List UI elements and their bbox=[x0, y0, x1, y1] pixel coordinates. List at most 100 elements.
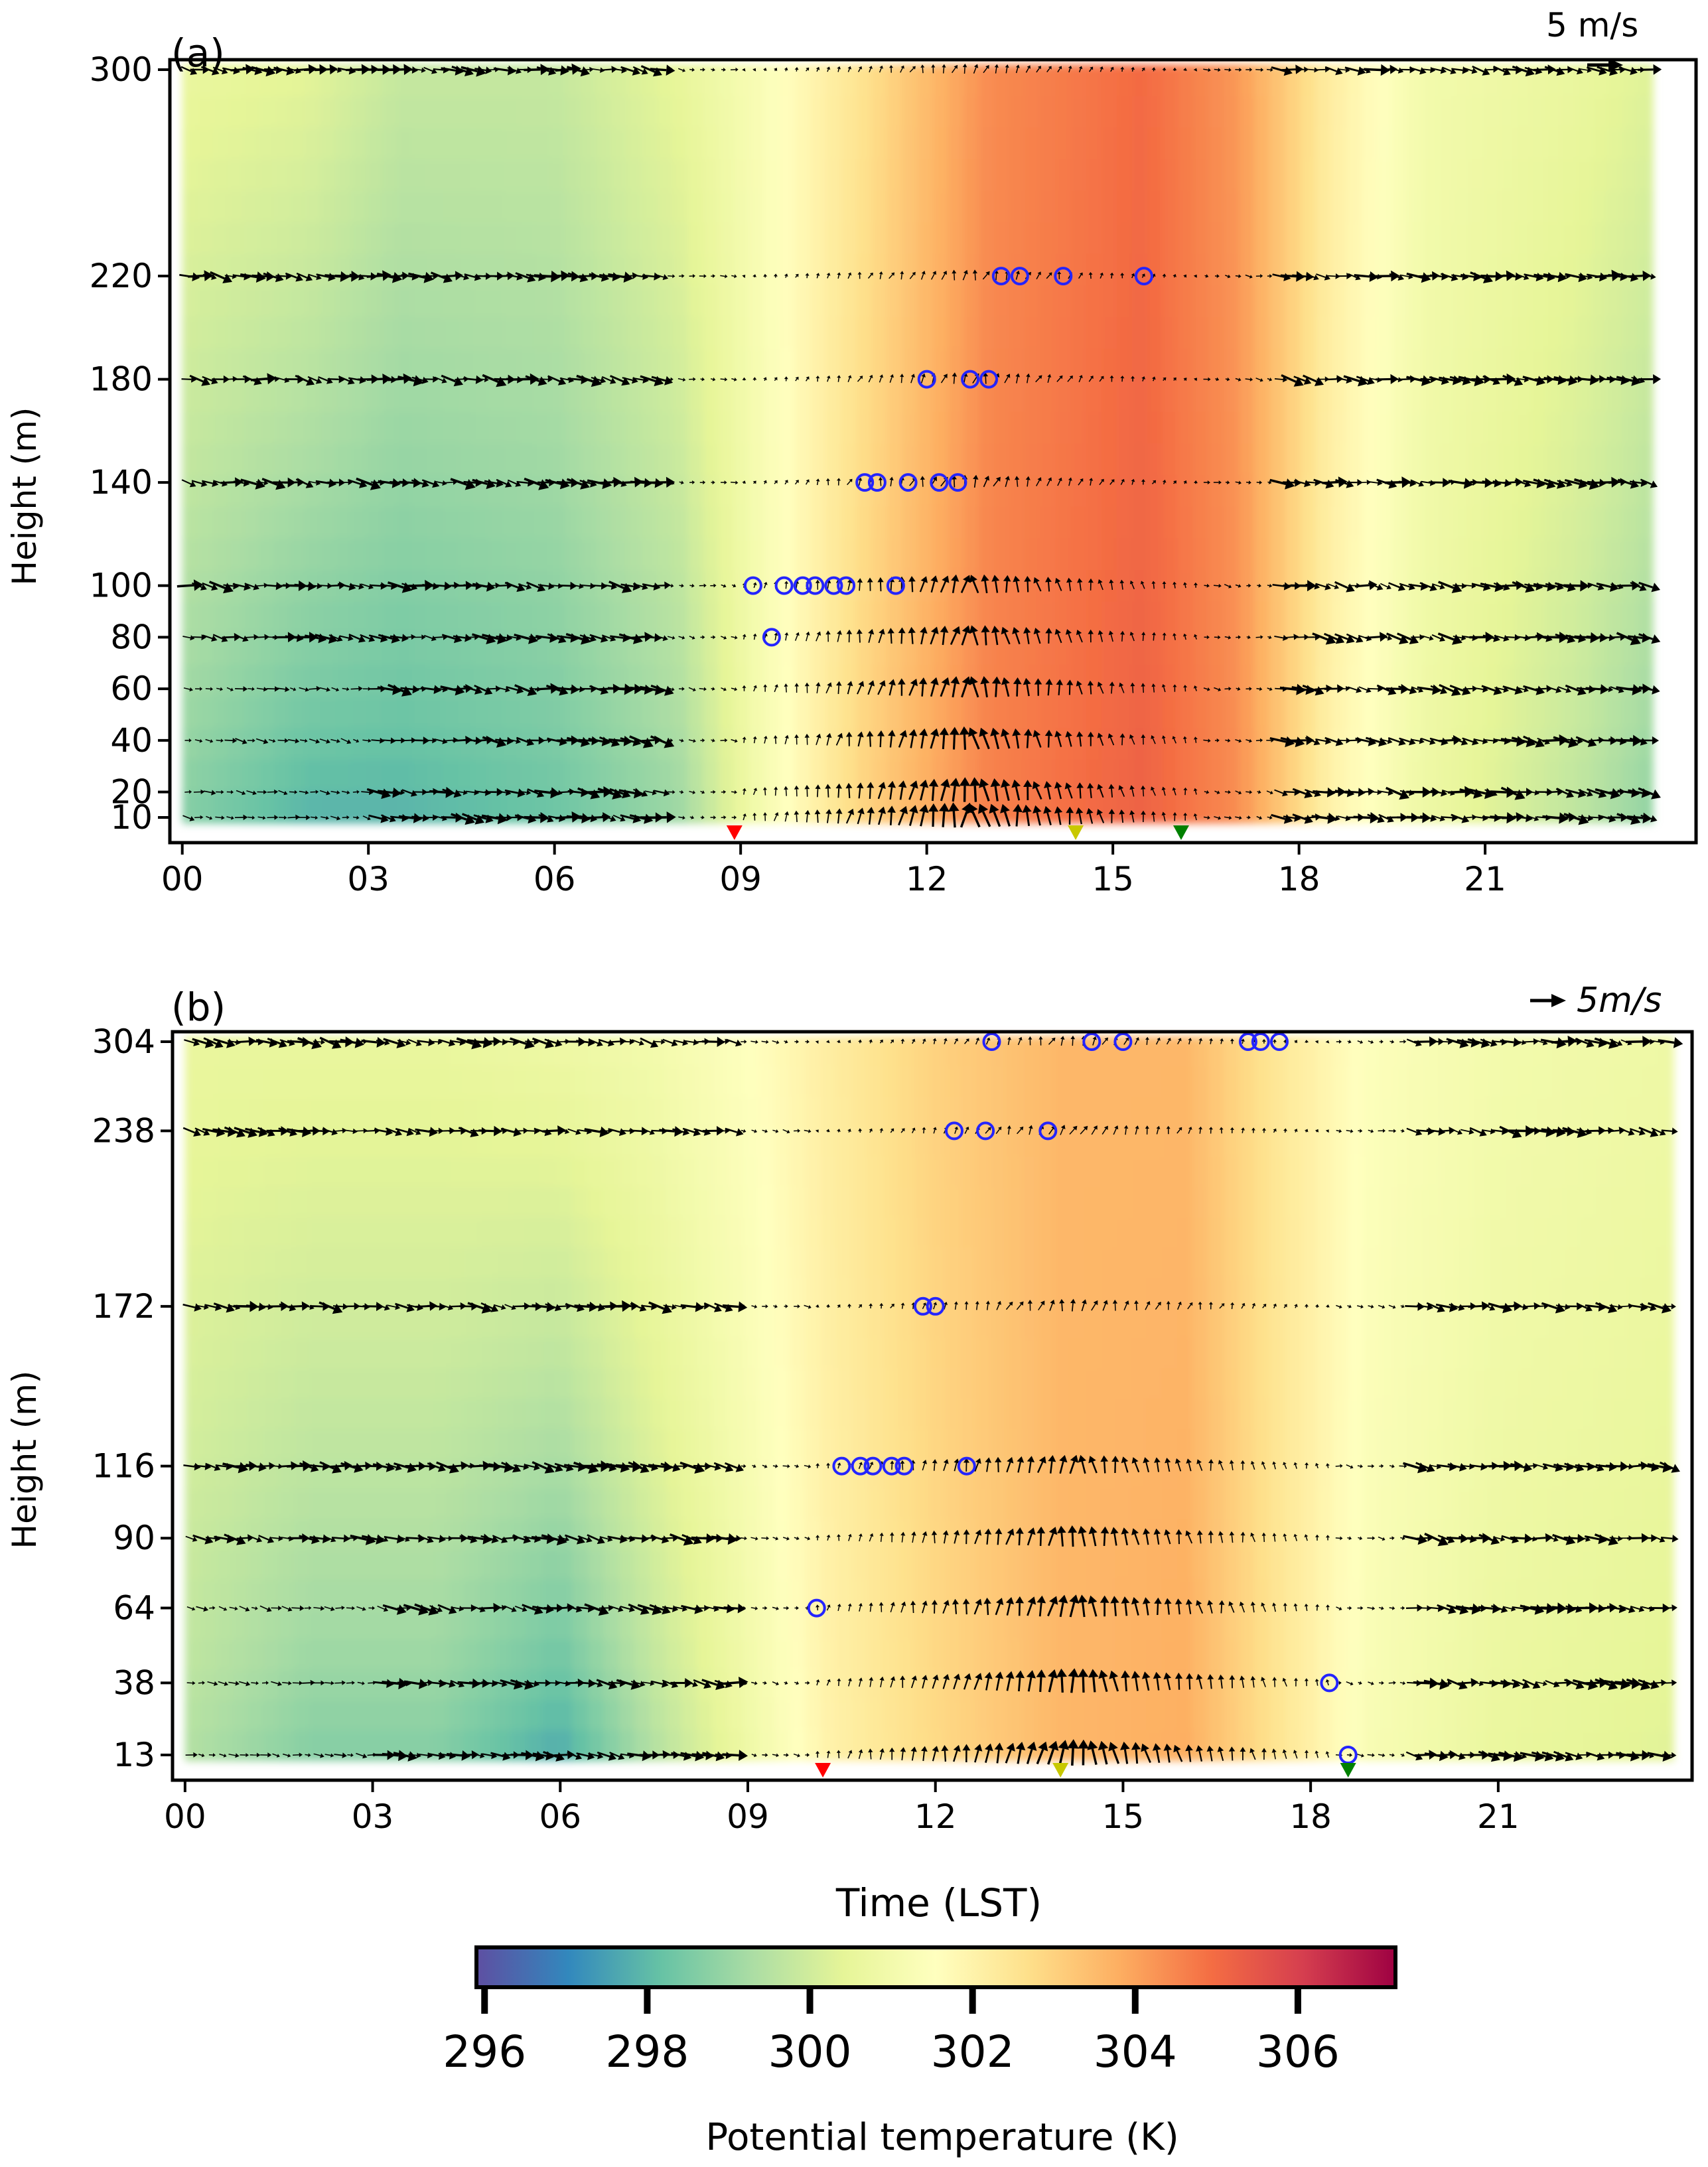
theta-cell bbox=[504, 728, 520, 760]
theta-cell bbox=[1514, 696, 1531, 729]
theta-cell bbox=[1086, 570, 1102, 602]
theta-cell bbox=[228, 411, 245, 445]
theta-cell bbox=[1576, 285, 1593, 318]
theta-cell bbox=[687, 696, 704, 729]
theta-cell bbox=[779, 190, 796, 224]
theta-cell bbox=[1637, 190, 1654, 224]
theta-cell bbox=[335, 222, 352, 255]
theta-cell bbox=[703, 253, 719, 287]
theta-cell bbox=[1040, 96, 1056, 129]
theta-cell bbox=[350, 380, 367, 413]
theta-cell bbox=[1514, 759, 1531, 792]
wind-vector-head bbox=[263, 790, 267, 795]
theta-cell bbox=[1300, 443, 1317, 476]
wind-vector-shaft bbox=[1046, 812, 1052, 825]
wind-vector-shaft bbox=[1090, 685, 1092, 695]
wind-vector-shaft bbox=[1153, 583, 1155, 589]
wind-vector-head bbox=[928, 778, 939, 787]
theta-cell bbox=[1131, 380, 1149, 413]
wind-vector-head bbox=[1334, 815, 1340, 821]
theta-cell bbox=[259, 759, 275, 792]
wind-vector-head bbox=[835, 783, 842, 789]
wind-vector-shaft bbox=[1608, 636, 1620, 639]
theta-cell bbox=[642, 475, 658, 508]
wind-vector-shaft bbox=[194, 817, 200, 819]
theta-cell bbox=[626, 601, 643, 634]
wind-vector-head bbox=[581, 813, 591, 823]
wind-vector-head bbox=[723, 815, 727, 819]
theta-cell bbox=[228, 285, 245, 318]
theta-cell bbox=[932, 506, 949, 539]
theta-cell bbox=[1208, 348, 1225, 382]
theta-cell bbox=[1025, 222, 1041, 255]
wind-vector-head bbox=[1151, 811, 1156, 815]
theta-cell bbox=[259, 538, 275, 571]
theta-cell bbox=[1362, 443, 1378, 476]
theta-cell bbox=[411, 633, 429, 666]
wind-vector-head bbox=[463, 790, 468, 796]
theta-cell bbox=[228, 443, 245, 476]
theta-cell bbox=[1407, 538, 1424, 571]
theta-cell bbox=[381, 601, 398, 634]
theta-cell bbox=[411, 443, 429, 476]
wind-vector-shaft bbox=[1365, 636, 1380, 639]
theta-cell bbox=[948, 159, 965, 192]
theta-cell bbox=[1330, 222, 1348, 255]
theta-cell bbox=[611, 96, 628, 129]
theta-cell bbox=[1070, 411, 1087, 445]
theta-cell bbox=[504, 127, 520, 161]
theta-cell bbox=[1040, 222, 1056, 255]
theta-cell bbox=[963, 443, 980, 476]
theta-cell bbox=[1162, 601, 1179, 634]
theta-cell bbox=[1545, 728, 1562, 760]
wind-vector-shaft bbox=[330, 815, 338, 819]
theta-cell bbox=[565, 317, 581, 350]
theta-cell bbox=[1300, 317, 1317, 350]
theta-cell bbox=[718, 759, 735, 792]
theta-cell bbox=[856, 348, 873, 382]
theta-cell bbox=[963, 696, 980, 729]
theta-cell bbox=[1131, 570, 1149, 602]
theta-cell bbox=[1239, 348, 1255, 382]
wind-vector-head bbox=[200, 815, 204, 819]
theta-cell bbox=[1300, 759, 1317, 792]
theta-cell bbox=[1637, 253, 1654, 287]
theta-cell bbox=[1025, 443, 1041, 476]
theta-cell bbox=[1637, 759, 1654, 792]
theta-cell bbox=[259, 380, 275, 413]
theta-cell bbox=[1330, 127, 1348, 161]
theta-cell bbox=[932, 538, 949, 571]
theta-cell bbox=[825, 317, 842, 350]
theta-cell bbox=[595, 159, 612, 192]
theta-cell bbox=[1530, 506, 1547, 539]
theta-cell bbox=[994, 538, 1011, 571]
theta-cell bbox=[1346, 696, 1363, 729]
theta-cell bbox=[1208, 159, 1225, 192]
theta-cell bbox=[1162, 696, 1179, 729]
theta-cell bbox=[259, 664, 275, 697]
theta-cell bbox=[1468, 64, 1485, 97]
wind-vector-shaft bbox=[963, 734, 967, 750]
theta-cell bbox=[1055, 633, 1072, 666]
theta-cell bbox=[1330, 159, 1348, 192]
theta-cell bbox=[228, 538, 245, 571]
theta-cell bbox=[825, 127, 842, 161]
theta-cell bbox=[1086, 538, 1102, 571]
theta-cell bbox=[948, 506, 965, 539]
theta-cell bbox=[1530, 538, 1547, 571]
theta-cell bbox=[1208, 728, 1225, 760]
theta-cell bbox=[1346, 759, 1363, 792]
theta-cell bbox=[1591, 759, 1608, 792]
theta-cell bbox=[396, 285, 413, 318]
theta-cell bbox=[1269, 506, 1286, 539]
theta-cell bbox=[504, 601, 520, 634]
theta-cell bbox=[1162, 411, 1179, 445]
wind-vector-shaft bbox=[1376, 378, 1391, 381]
wind-vector-shaft bbox=[538, 813, 549, 820]
theta-cell bbox=[1193, 696, 1210, 729]
theta-cell bbox=[733, 791, 750, 824]
theta-cell bbox=[611, 285, 628, 318]
wind-vector-shaft bbox=[1367, 813, 1380, 820]
theta-cell bbox=[488, 759, 505, 792]
theta-cell bbox=[458, 190, 474, 224]
